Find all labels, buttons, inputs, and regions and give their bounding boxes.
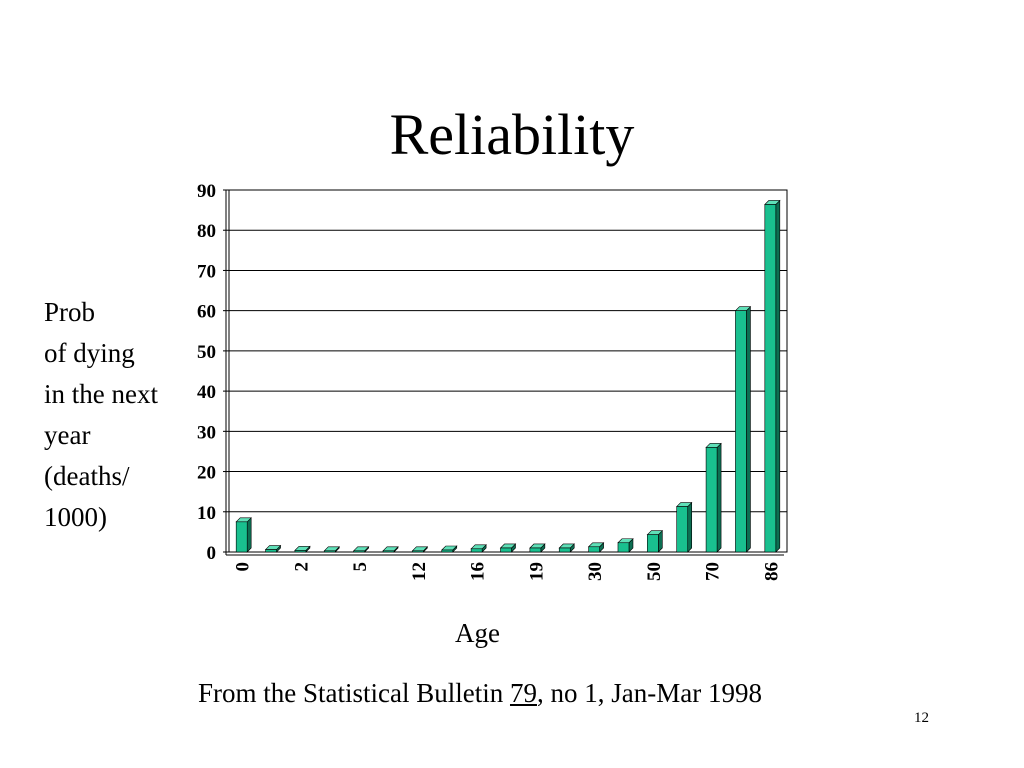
y-tick-label: 70 (197, 261, 216, 282)
x-tick-label: 86 (761, 562, 782, 581)
bar (382, 550, 395, 553)
y-axis-label-line: Prob (44, 297, 96, 327)
source-volume: 79 (509, 678, 537, 708)
y-tick-label: 10 (197, 503, 216, 524)
bar-side (746, 305, 751, 553)
y-axis-label-line: (deaths/ (44, 461, 130, 491)
x-tick-label: 30 (585, 562, 606, 581)
x-tick-label: 19 (526, 562, 547, 581)
bar (294, 550, 307, 553)
x-tick-label: 12 (409, 562, 430, 581)
y-tick-label: 30 (197, 422, 216, 443)
x-tick-label: 50 (644, 562, 665, 581)
y-axis-label-line: of dying (44, 338, 135, 368)
bar-side (716, 442, 722, 553)
y-axis-label-line: 1000) (44, 502, 107, 532)
source-suffix: , no 1, Jan-Mar 1998 (536, 678, 762, 708)
bar (764, 204, 777, 553)
plot-frame (228, 189, 788, 553)
bar (235, 521, 248, 553)
y-tick-label: 50 (197, 342, 216, 363)
bar (353, 550, 365, 553)
bar (323, 550, 336, 553)
bar (735, 310, 747, 553)
bar (529, 547, 542, 553)
bar (500, 547, 512, 553)
y-axis-label: Prob of dying in the next year (deaths/ … (44, 292, 158, 538)
bar (617, 542, 630, 553)
y-tick-label: 80 (197, 221, 216, 242)
bar (647, 534, 659, 553)
y-axis-label-line: year (44, 420, 91, 450)
bar (705, 447, 718, 553)
bar (265, 549, 277, 553)
y-tick-label: 0 (207, 543, 217, 564)
bar (558, 547, 571, 553)
y-tick-label: 90 (197, 181, 216, 202)
y-tick-label: 40 (197, 382, 216, 403)
bar-side (246, 517, 252, 553)
x-tick-label: 2 (291, 562, 312, 572)
slide-title: Reliability (389, 102, 635, 167)
source-prefix: From the Statistical Bulletin (198, 678, 510, 708)
y-tick-label: 60 (197, 302, 216, 323)
bar (588, 546, 600, 553)
x-tick-label: 16 (468, 562, 489, 581)
y-tick-label: 20 (197, 463, 216, 484)
y-axis-label-line: in the next (44, 379, 158, 409)
bar-side (687, 501, 693, 553)
bar (676, 506, 689, 553)
bar (412, 550, 424, 553)
x-tick-label: 0 (233, 562, 254, 572)
source-citation: From the Statistical Bulletin 79, no 1, … (198, 676, 762, 710)
x-tick-label: 5 (350, 562, 371, 572)
page-number: 12 (914, 710, 929, 726)
x-tick-label: 70 (703, 562, 724, 581)
bar-side (775, 199, 781, 553)
bar (441, 549, 454, 553)
bar (470, 548, 483, 553)
x-axis-label: Age (455, 618, 500, 648)
